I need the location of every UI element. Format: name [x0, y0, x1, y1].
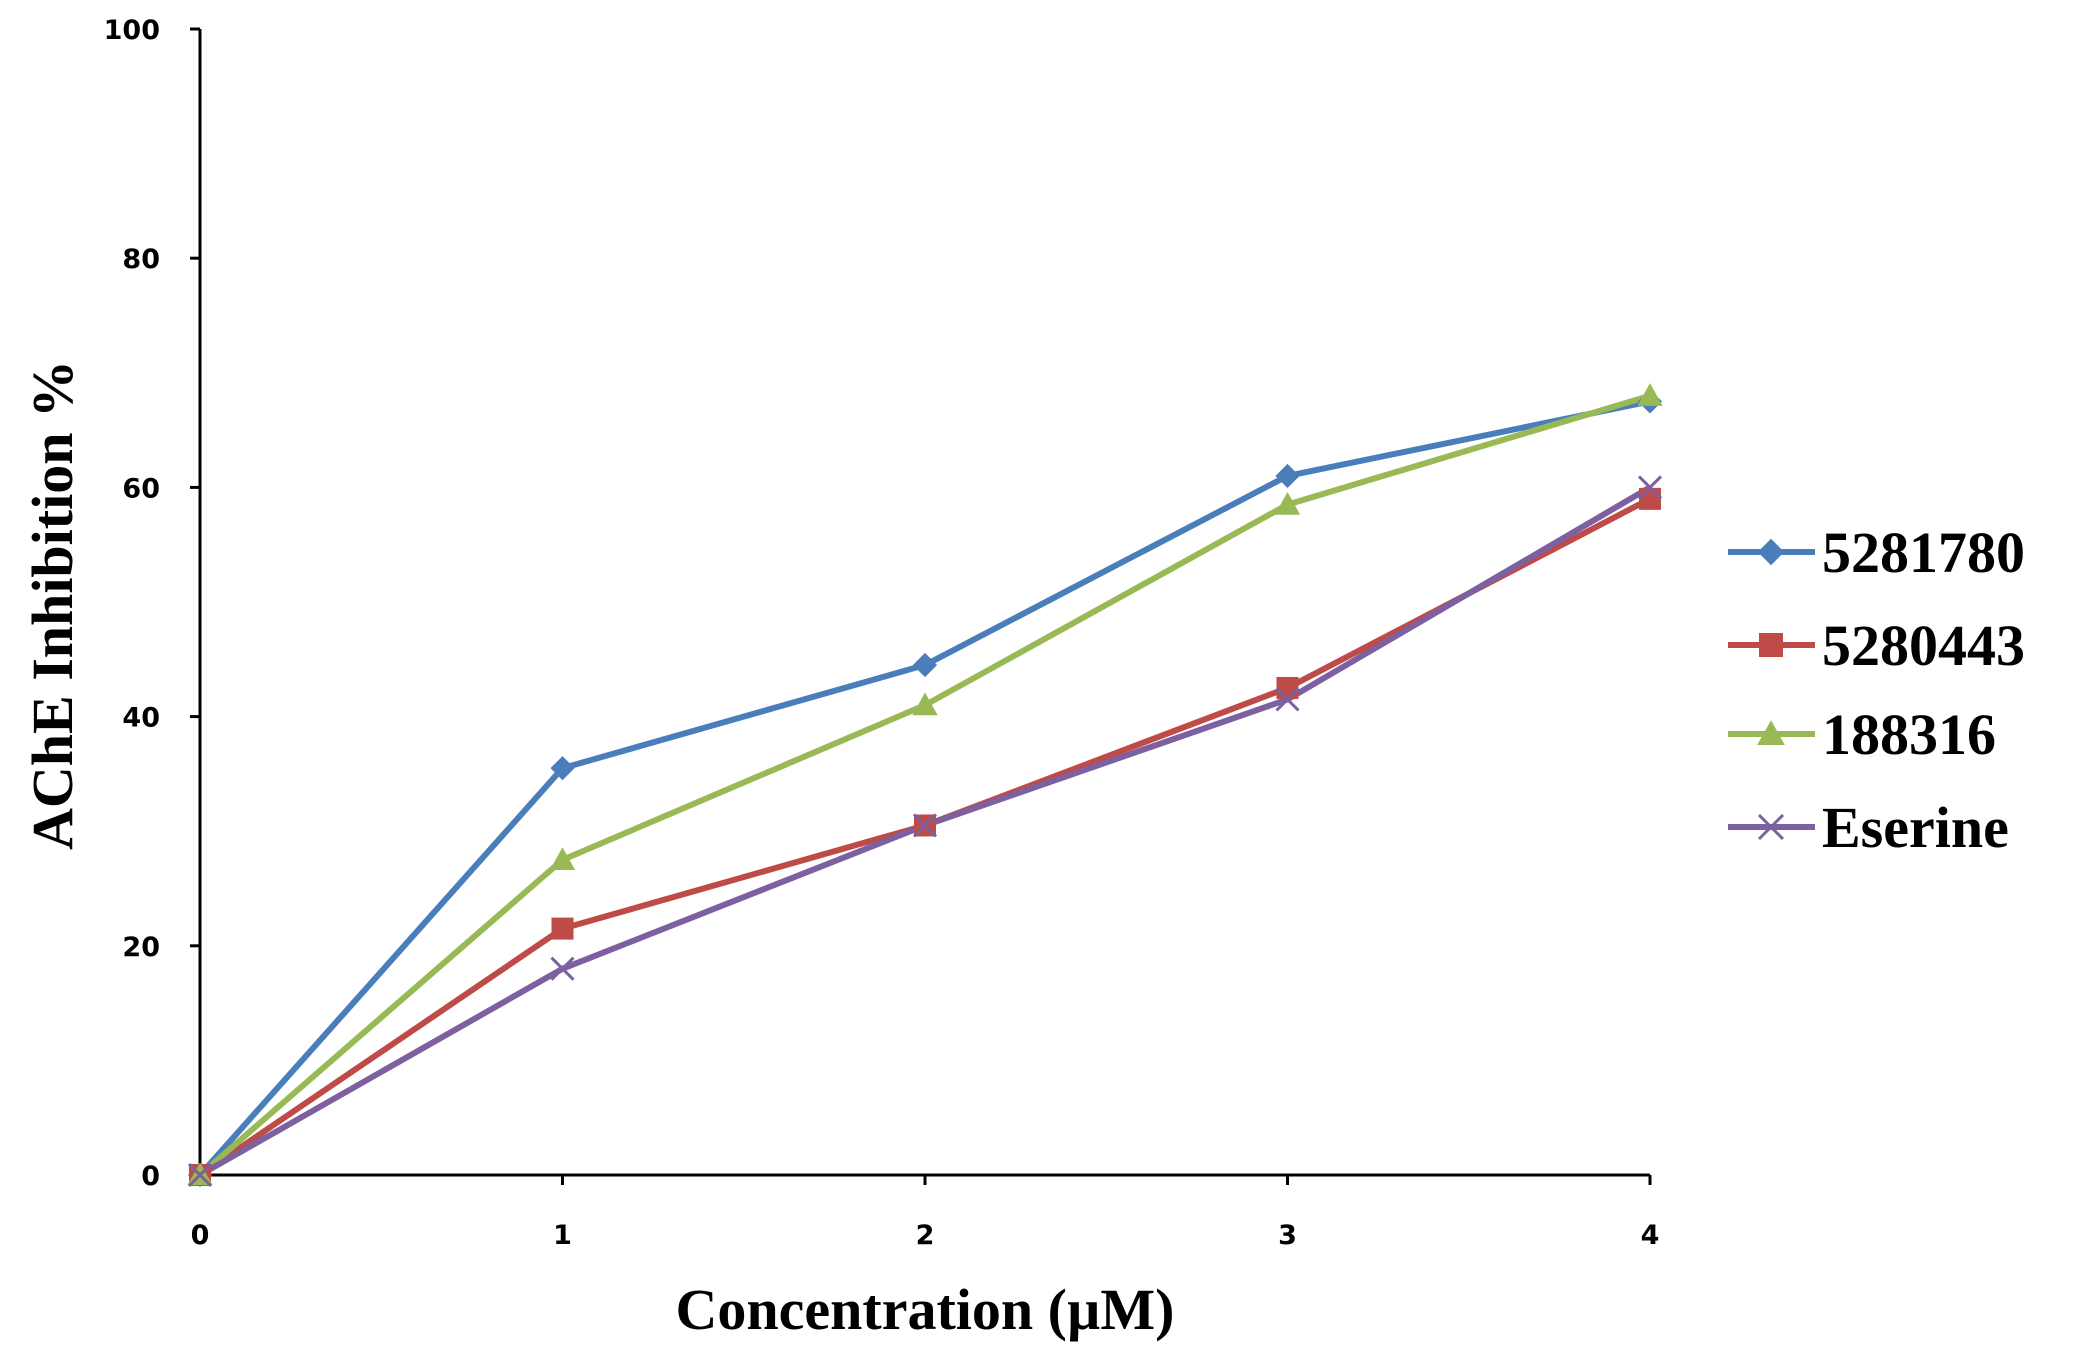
series-markers: [187, 383, 1663, 1188]
data-point-square: [1759, 633, 1783, 657]
series-line-5281780: [197, 398, 1651, 1177]
legend-item-Eserine: Eserine: [1728, 795, 2009, 860]
data-point-square: [551, 917, 574, 940]
legend-label: Eserine: [1822, 795, 2009, 860]
data-point-diamond: [912, 652, 938, 678]
series-lines: [197, 392, 1652, 1178]
y-tick-label: 20: [122, 932, 160, 963]
data-point-triangle: [912, 692, 938, 716]
axes: [198, 29, 1650, 1177]
data-point-diamond: [1275, 463, 1300, 489]
y-tick-label: 0: [141, 1161, 160, 1192]
x-tick-label: 4: [1641, 1220, 1660, 1251]
legend-label: 5280443: [1822, 613, 2025, 678]
legend: 5281780 5280443 188316 Eserine: [1728, 520, 2025, 860]
x-axis-title: Concentration (µM): [676, 1277, 1175, 1342]
x-ticks: 0 1 2 3 4: [191, 1175, 1660, 1251]
data-point-diamond: [550, 756, 575, 781]
data-point-triangle: [1757, 720, 1785, 746]
data-point-x: [187, 1162, 213, 1188]
legend-item-188316: 188316: [1728, 702, 1996, 767]
y-tick-label: 100: [104, 15, 160, 46]
y-ticks: 0 20 40 60 80 100: [104, 15, 200, 1192]
series-line-188316: [198, 392, 1651, 1178]
data-point-x: [1275, 687, 1300, 712]
data-point-triangle: [1274, 491, 1301, 515]
x-tick-label: 3: [1278, 1220, 1297, 1251]
legend-item-5280443: 5280443: [1728, 613, 2025, 678]
data-point-x: [1757, 813, 1785, 841]
legend-label: 188316: [1822, 702, 1996, 767]
legend-label: 5281780: [1822, 520, 2025, 585]
x-tick-label: 0: [191, 1220, 210, 1251]
data-point-square: [1276, 676, 1299, 699]
y-axis-title: AChE Inhibition %: [20, 360, 85, 850]
data-point-triangle: [549, 847, 576, 870]
y-tick-label: 60: [122, 473, 160, 504]
data-point-x: [550, 956, 575, 981]
data-point-diamond: [1757, 538, 1785, 566]
data-point-triangle: [1637, 383, 1663, 406]
x-tick-label: 2: [916, 1220, 935, 1251]
series-line-5280443: [198, 496, 1652, 1178]
y-tick-label: 80: [122, 244, 160, 275]
data-point-x: [912, 813, 938, 838]
data-point-square: [1639, 487, 1661, 510]
data-point-x: [1637, 475, 1663, 500]
y-tick-label: 40: [122, 703, 160, 734]
legend-item-5281780: 5281780: [1728, 520, 2025, 585]
x-tick-label: 1: [553, 1220, 572, 1251]
